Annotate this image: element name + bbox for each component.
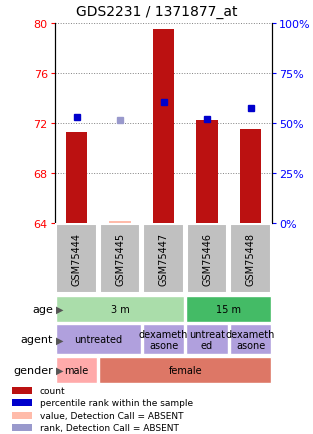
Text: count: count: [40, 386, 65, 395]
Bar: [56, 325, 141, 355]
Text: GSM75447: GSM75447: [159, 233, 168, 286]
Text: GSM75446: GSM75446: [202, 233, 212, 286]
Text: GSM75444: GSM75444: [72, 233, 81, 286]
Text: ▶: ▶: [56, 304, 64, 314]
Text: 15 m: 15 m: [216, 304, 241, 314]
Bar: [56, 225, 97, 294]
Text: ▶: ▶: [56, 365, 64, 375]
Bar: [12, 424, 32, 431]
Bar: [186, 296, 271, 322]
Bar: [143, 225, 184, 294]
Bar: [230, 325, 271, 355]
Bar: [12, 412, 32, 419]
Text: value, Detection Call = ABSENT: value, Detection Call = ABSENT: [40, 411, 183, 420]
Bar: [230, 225, 271, 294]
Text: 3 m: 3 m: [111, 304, 129, 314]
Bar: [56, 357, 97, 383]
Bar: [12, 387, 32, 394]
Text: rank, Detection Call = ABSENT: rank, Detection Call = ABSENT: [40, 423, 179, 432]
Text: GSM75448: GSM75448: [246, 233, 255, 286]
Text: ▶: ▶: [56, 335, 64, 345]
Bar: [153, 30, 174, 224]
Text: GDS2231 / 1371877_at: GDS2231 / 1371877_at: [76, 5, 237, 19]
Text: gender: gender: [13, 365, 53, 375]
Bar: [100, 225, 141, 294]
Text: male: male: [64, 365, 89, 375]
Bar: [56, 296, 184, 322]
Bar: [12, 399, 32, 406]
Bar: [187, 225, 228, 294]
Bar: [109, 222, 131, 224]
Bar: [196, 121, 218, 224]
Bar: [143, 325, 184, 355]
Text: agent: agent: [21, 335, 53, 345]
Bar: [99, 357, 271, 383]
Text: female: female: [168, 365, 202, 375]
Text: dexameth
asone: dexameth asone: [139, 329, 188, 350]
Bar: [66, 132, 87, 224]
Text: age: age: [32, 304, 53, 314]
Text: untreat
ed: untreat ed: [189, 329, 225, 350]
Text: percentile rank within the sample: percentile rank within the sample: [40, 398, 193, 407]
Text: untreated: untreated: [74, 335, 122, 345]
Bar: [186, 325, 228, 355]
Bar: [240, 130, 261, 224]
Text: dexameth
asone: dexameth asone: [226, 329, 275, 350]
Text: GSM75445: GSM75445: [115, 233, 125, 286]
